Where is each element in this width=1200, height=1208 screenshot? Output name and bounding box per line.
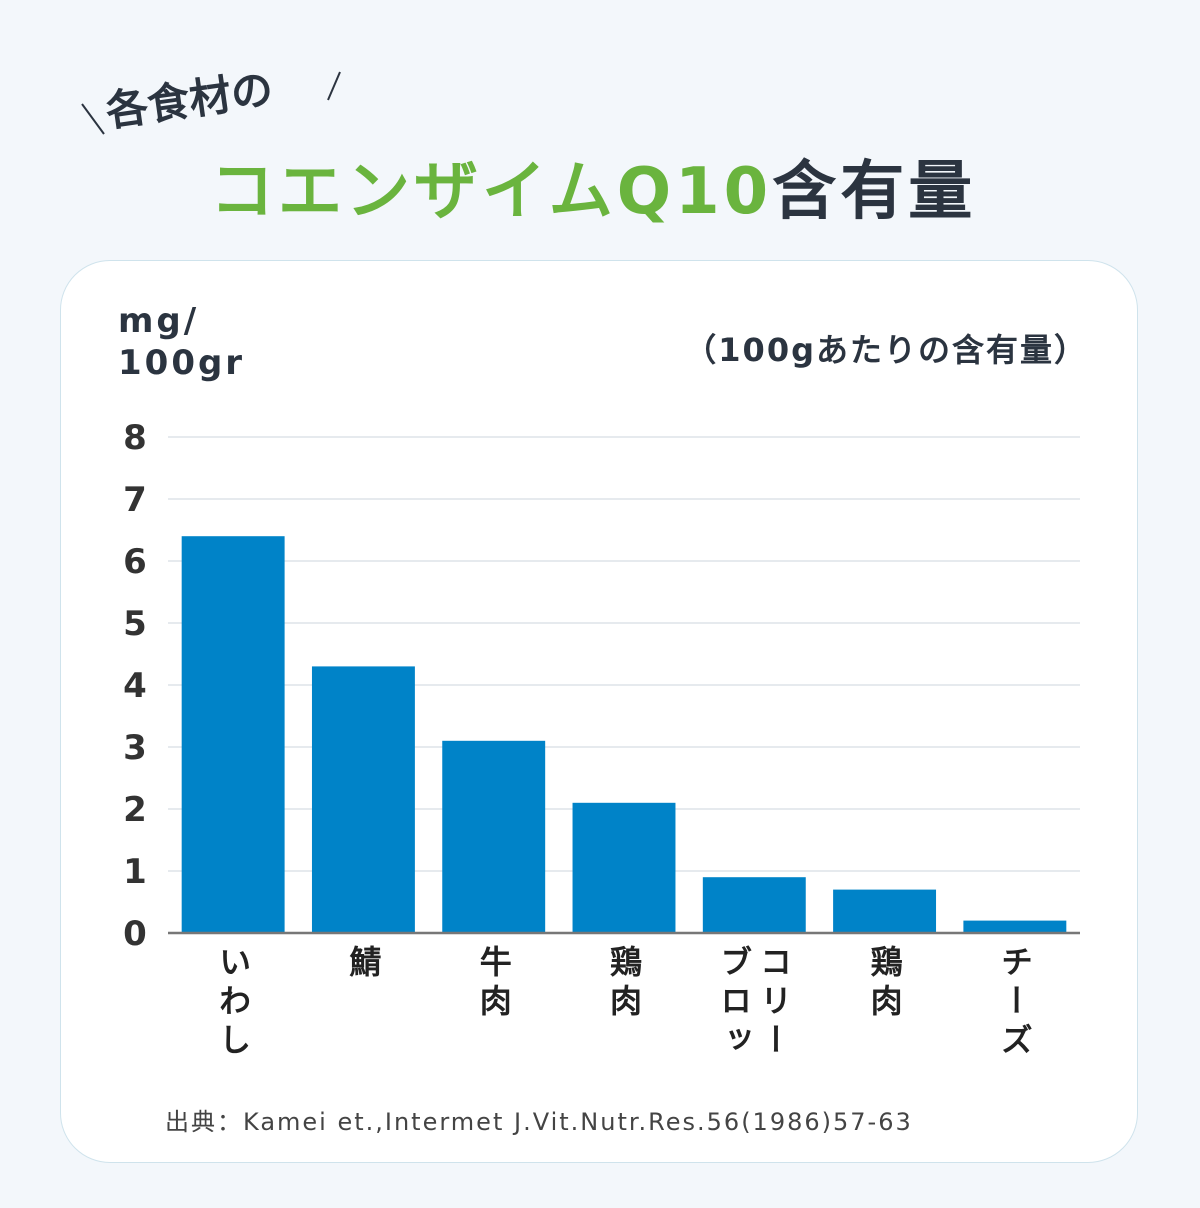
y-tick-label: 6 xyxy=(123,542,147,582)
title: コエンザイムQ10含有量 xyxy=(210,140,976,232)
bar xyxy=(181,536,285,933)
decor-slash xyxy=(81,103,105,135)
y-tick-label: 8 xyxy=(123,418,147,458)
y-axis-label: mg/100gr xyxy=(118,300,245,384)
x-tick-label: いわし xyxy=(214,945,253,1062)
y-tick-label: 5 xyxy=(123,604,147,644)
subtitle: （100gあたりの含有量） xyxy=(684,331,1088,369)
y-tick-label: 4 xyxy=(123,666,147,706)
y-tick-label: 0 xyxy=(123,914,147,954)
title-highlight: コエンザイムQ10 xyxy=(210,155,773,229)
bar xyxy=(833,889,937,933)
bar xyxy=(442,740,546,933)
x-tick-label: 鶏肉 xyxy=(605,945,643,1023)
y-label-line: 100gr xyxy=(118,343,246,383)
x-tick-label: ブロッコリー xyxy=(715,945,794,1062)
y-tick-label: 3 xyxy=(123,728,147,768)
title-rest: 含有量 xyxy=(772,155,977,229)
bar xyxy=(702,877,806,933)
decor-slash xyxy=(327,71,341,101)
bar xyxy=(963,920,1067,933)
source: 出典：Kamei et.,Intermet J.Vit.Nutr.Res.56(… xyxy=(165,1108,913,1136)
y-tick-label: 2 xyxy=(123,790,147,830)
bar xyxy=(311,666,415,933)
x-tick-label: チーズ xyxy=(995,945,1034,1062)
bar xyxy=(572,802,676,933)
x-tick-label: 鶏肉 xyxy=(865,945,904,1023)
y-tick-label: 7 xyxy=(123,480,147,520)
y-tick-label: 1 xyxy=(123,852,147,892)
x-tick-label: 鯖 xyxy=(344,945,383,984)
y-label-line: mg/ xyxy=(118,301,200,341)
x-tick-label: 牛肉 xyxy=(474,945,513,1023)
